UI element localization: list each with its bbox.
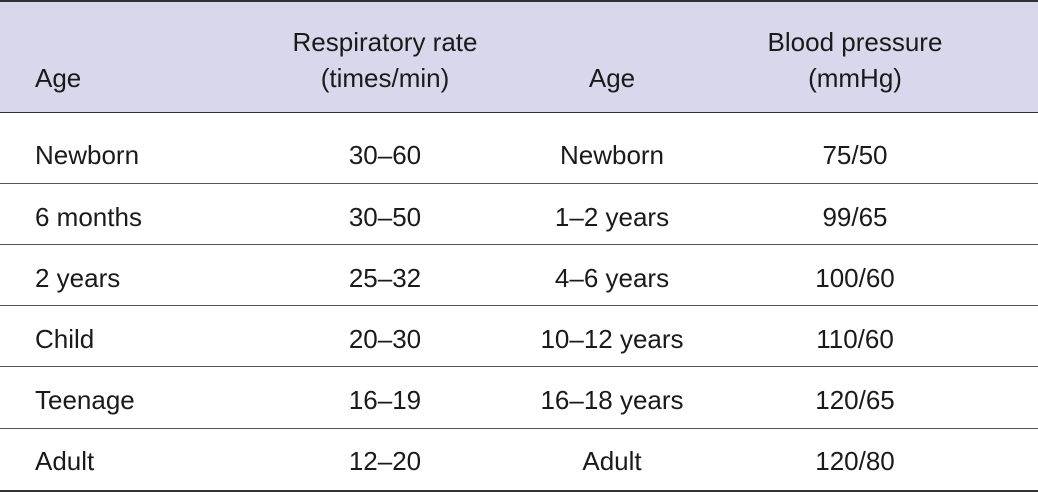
table-cell: Teenage <box>35 385 135 415</box>
table-cell: Newborn <box>559 140 665 170</box>
row-rule <box>0 305 1038 306</box>
row-rule <box>0 428 1038 429</box>
table-cell: 120/65 <box>815 385 895 415</box>
table-cell: Newborn <box>35 140 140 170</box>
top-rule <box>0 0 1038 2</box>
table-cell: 25–32 <box>348 263 422 293</box>
header-cell: Respiratory rate <box>292 27 478 57</box>
row-rule <box>0 366 1038 367</box>
table-cell: 30–60 <box>348 140 422 170</box>
table-cell: 20–30 <box>348 324 422 354</box>
table-cell: Adult <box>35 446 95 476</box>
row-rule <box>0 183 1038 184</box>
header-rule <box>0 112 1038 113</box>
table-cell: 16–18 years <box>540 385 684 415</box>
table-cell: 100/60 <box>815 263 895 293</box>
table-cell: 99/65 <box>822 202 888 232</box>
table-cell: 4–6 years <box>554 263 670 293</box>
table-cell: 110/60 <box>816 324 894 354</box>
row-rule <box>0 244 1038 245</box>
table-cell: 75/50 <box>822 140 888 170</box>
table-cell: Child <box>35 324 95 354</box>
table-cell: 1–2 years <box>554 202 670 232</box>
table-cell: 30–50 <box>348 202 422 232</box>
header-background <box>0 0 1038 112</box>
table-cell: Adult <box>582 446 642 476</box>
table-cell: 120/80 <box>815 446 895 476</box>
header-cell: Age <box>588 63 636 93</box>
header-cell: Age <box>35 63 82 93</box>
table-cell: 2 years <box>35 263 121 293</box>
table-cell: 12–20 <box>348 446 422 476</box>
table-cell: 16–19 <box>348 385 422 415</box>
header-cell: (mmHg) <box>808 63 902 93</box>
header-cell: (times/min) <box>320 63 450 93</box>
bottom-rule <box>0 490 1038 492</box>
table-cell: 6 months <box>35 202 142 232</box>
table-cell: 10–12 years <box>540 324 684 354</box>
header-cell: Blood pressure <box>767 27 943 57</box>
